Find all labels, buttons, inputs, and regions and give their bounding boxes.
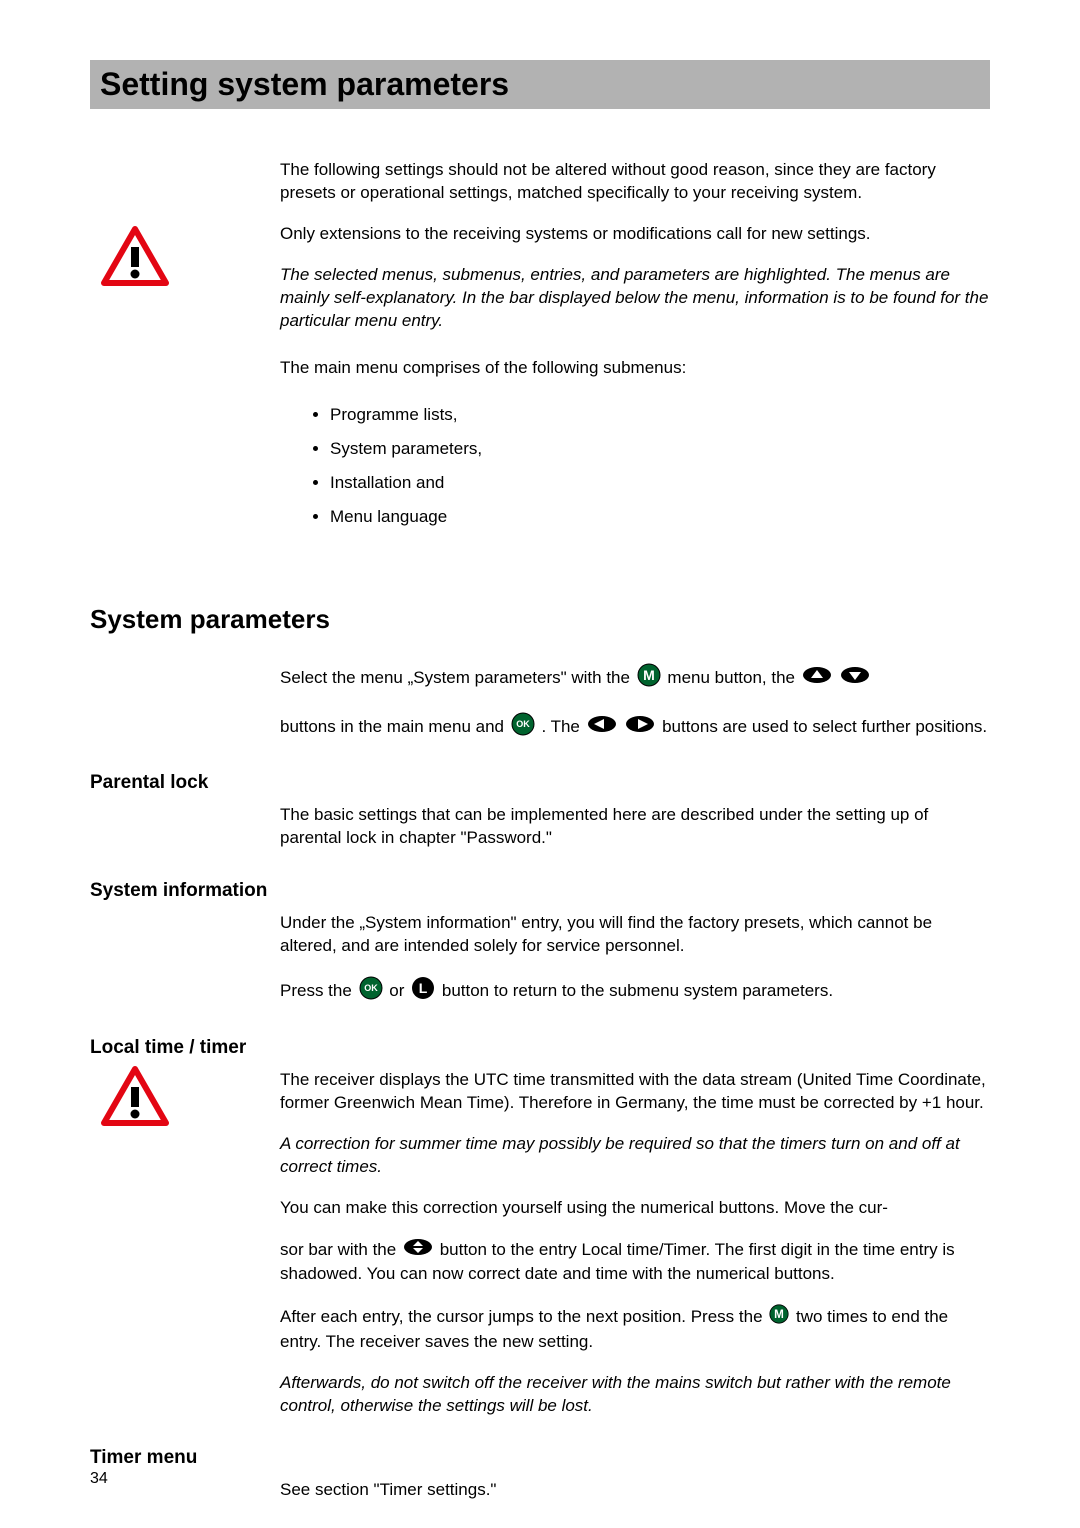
up-arrow-icon bbox=[802, 666, 832, 691]
select-menu-line1: Select the menu „System parameters" with… bbox=[280, 663, 990, 694]
page-heading-bar: Setting system parameters bbox=[90, 60, 990, 109]
intro-p3: The selected menus, submenus, entries, a… bbox=[280, 264, 990, 333]
text: button to return to the submenu system p… bbox=[442, 981, 833, 1000]
bullet-item: Installation and bbox=[330, 466, 990, 500]
select-menu-line2: buttons in the main menu and OK . The bu… bbox=[280, 712, 990, 743]
page-number: 34 bbox=[90, 1470, 108, 1488]
warning-icon bbox=[100, 1065, 170, 1132]
timer-menu-title: Timer menu bbox=[90, 1447, 990, 1469]
text: buttons are used to select further posit… bbox=[662, 716, 987, 735]
bullet-item: Menu language bbox=[330, 500, 990, 534]
m-button-icon: M bbox=[637, 663, 661, 694]
section-title: System parameters bbox=[90, 604, 990, 635]
ok-button-icon: OK bbox=[511, 712, 535, 743]
bullet-item: System parameters, bbox=[330, 432, 990, 466]
local-time-title: Local time / timer bbox=[90, 1037, 990, 1059]
text: After each entry, the cursor jumps to th… bbox=[280, 1307, 767, 1326]
text: buttons in the main menu and bbox=[280, 716, 509, 735]
timer-menu-body: See section "Timer settings." bbox=[280, 1479, 990, 1502]
text: Press the bbox=[280, 981, 357, 1000]
svg-text:OK: OK bbox=[364, 983, 378, 993]
svg-text:L: L bbox=[419, 980, 428, 996]
text: menu button, the bbox=[667, 668, 799, 687]
local-time-p3: You can make this correction yourself us… bbox=[280, 1197, 990, 1220]
left-arrow-icon bbox=[587, 715, 617, 740]
local-time-p2: A correction for summer time may possibl… bbox=[280, 1133, 990, 1179]
svg-text:M: M bbox=[774, 1308, 784, 1321]
right-arrow-icon bbox=[625, 715, 655, 740]
text: Select the menu „System parameters" with… bbox=[280, 668, 635, 687]
svg-text:M: M bbox=[643, 667, 655, 683]
intro-p2: Only extensions to the receiving systems… bbox=[280, 223, 990, 246]
intro-bullets: Programme lists, System parameters, Inst… bbox=[310, 398, 990, 534]
intro-p4: The main menu comprises of the following… bbox=[280, 357, 990, 380]
m-button-icon: M bbox=[769, 1304, 789, 1331]
system-info-p1: Under the „System information" entry, yo… bbox=[280, 912, 990, 958]
local-time-p4: sor bar with the button to the entry Loc… bbox=[280, 1238, 990, 1286]
intro-p1: The following settings should not be alt… bbox=[280, 159, 990, 205]
text: sor bar with the bbox=[280, 1240, 401, 1259]
parental-lock-body: The basic settings that can be implement… bbox=[280, 804, 990, 850]
system-info-title: System information bbox=[90, 880, 990, 902]
text: . The bbox=[541, 716, 584, 735]
parental-lock-title: Parental lock bbox=[90, 772, 990, 794]
local-time-p6: Afterwards, do not switch off the receiv… bbox=[280, 1372, 990, 1418]
system-info-p2: Press the OK or L button to return to th… bbox=[280, 976, 990, 1007]
local-time-p5: After each entry, the cursor jumps to th… bbox=[280, 1304, 990, 1354]
warning-icon bbox=[100, 225, 170, 292]
page-heading: Setting system parameters bbox=[100, 66, 980, 103]
down-arrow-icon bbox=[840, 666, 870, 691]
local-time-p1: The receiver displays the UTC time trans… bbox=[280, 1069, 990, 1115]
svg-text:OK: OK bbox=[516, 719, 530, 729]
updown-arrow-icon bbox=[403, 1238, 433, 1263]
bullet-item: Programme lists, bbox=[330, 398, 990, 432]
l-button-icon: L bbox=[411, 976, 435, 1007]
text: or bbox=[389, 981, 409, 1000]
ok-button-icon: OK bbox=[359, 976, 383, 1007]
